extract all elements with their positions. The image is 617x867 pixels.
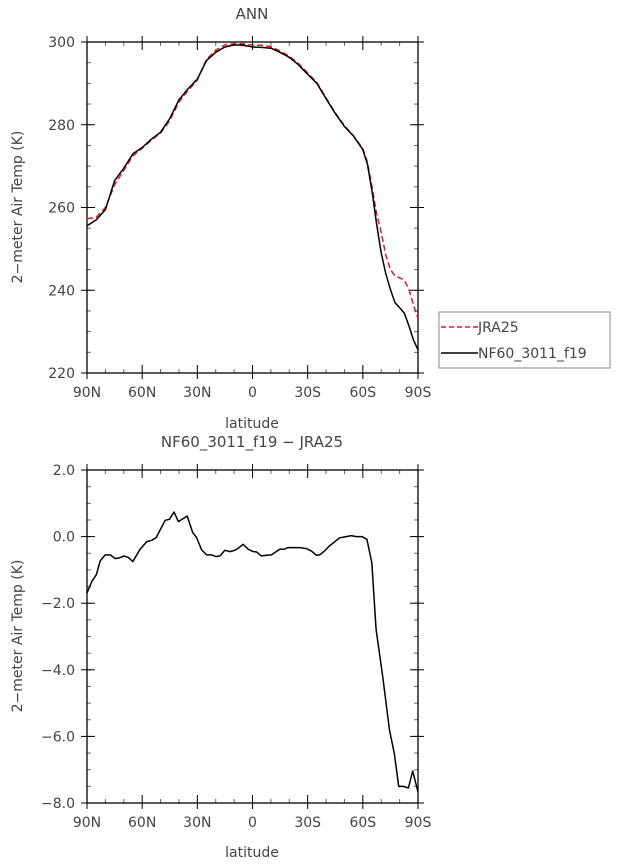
- x-axis-label: latitude: [225, 416, 279, 432]
- x-tick-label: 60N: [128, 385, 156, 401]
- chart-title: NF60_3011_f19 − JRA25: [161, 433, 343, 452]
- legend-label-jra25: JRA25: [477, 320, 519, 336]
- x-tick-label: 90N: [73, 815, 101, 831]
- x-tick-label: 0: [248, 385, 257, 401]
- series-line-jra25: [86, 42, 419, 319]
- series-line-nf60-3011-f19-jra25: [86, 511, 419, 793]
- y-tick-label: 300: [48, 35, 75, 51]
- x-tick-label: 60S: [349, 385, 376, 401]
- y-tick-label: −8.0: [41, 796, 75, 812]
- y-tick-label: −6.0: [41, 729, 75, 745]
- y-axis-label: 2−meter Air Temp (K): [10, 131, 26, 284]
- x-tick-label: 30N: [183, 385, 211, 401]
- x-tick-label: 90S: [405, 815, 432, 831]
- x-tick-label: 60S: [349, 815, 376, 831]
- x-tick-label: 30S: [294, 385, 321, 401]
- x-tick-label: 30S: [294, 815, 321, 831]
- y-tick-label: 2.0: [53, 463, 75, 479]
- x-tick-label: 30N: [183, 815, 211, 831]
- y-tick-label: 280: [48, 118, 75, 134]
- legend-label-model: NF60_3011_f19: [478, 346, 587, 362]
- y-axis-label: 2−meter Air Temp (K): [10, 560, 26, 713]
- legend: JRA25 NF60_3011_f19: [438, 311, 611, 369]
- x-axis-label: latitude: [225, 845, 279, 861]
- x-tick-label: 90N: [73, 385, 101, 401]
- series-line-nf60-3011-f19: [86, 44, 419, 351]
- y-tick-label: −2.0: [41, 596, 75, 612]
- plot-frame: [86, 469, 419, 804]
- y-tick-label: 0.0: [53, 530, 75, 546]
- y-tick-label: −4.0: [41, 663, 75, 679]
- x-tick-label: 60N: [128, 815, 156, 831]
- chart-title: ANN: [236, 5, 269, 23]
- x-tick-label: 0: [248, 815, 257, 831]
- legend-box: [438, 311, 611, 369]
- plot-frame: [86, 41, 419, 374]
- x-tick-label: 90S: [405, 385, 432, 401]
- panel-annual-temperature: ANN latitude 2−meter Air Temp (K) JRA25 …: [10, 5, 611, 432]
- y-tick-label: 260: [48, 201, 75, 217]
- panel-difference: NF60_3011_f19 − JRA25 latitude 2−meter A…: [10, 433, 431, 861]
- y-tick-label: 240: [48, 283, 75, 299]
- y-tick-label: 220: [48, 366, 75, 382]
